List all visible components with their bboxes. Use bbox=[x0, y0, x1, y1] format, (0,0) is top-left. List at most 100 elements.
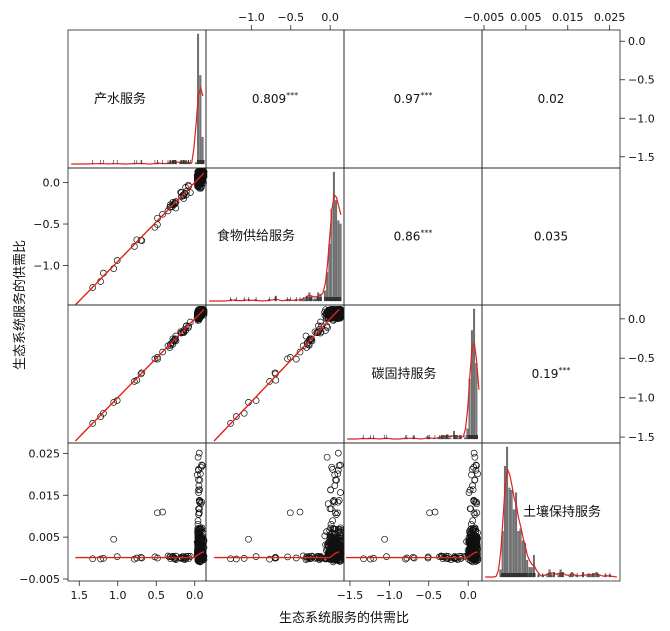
variable-label-1: 食物供给服务 bbox=[217, 228, 295, 244]
data-point bbox=[334, 470, 342, 478]
data-point bbox=[186, 189, 194, 196]
diagonal-panel-0 bbox=[71, 33, 205, 165]
histogram-bar bbox=[519, 528, 522, 578]
data-point bbox=[470, 538, 478, 545]
left-row1-tick-label: −1.0 bbox=[33, 260, 60, 273]
correlation-label-1-2: 0.86*** bbox=[394, 229, 433, 244]
data-point bbox=[307, 336, 314, 343]
panel-frame-2-0 bbox=[67, 304, 207, 444]
correlation-label-0-1: 0.809*** bbox=[252, 91, 298, 106]
data-point bbox=[466, 505, 474, 513]
data-point bbox=[170, 337, 178, 345]
data-point bbox=[195, 489, 202, 496]
data-point bbox=[195, 509, 203, 517]
data-point bbox=[232, 413, 240, 420]
data-point bbox=[327, 486, 334, 494]
data-point bbox=[326, 527, 334, 534]
histogram-bar bbox=[303, 299, 306, 302]
data-point bbox=[172, 552, 180, 560]
variable-label-2: 碳固持服务 bbox=[371, 366, 436, 382]
data-point bbox=[474, 556, 481, 564]
fit-line bbox=[74, 308, 205, 442]
data-point bbox=[456, 552, 463, 560]
data-point bbox=[334, 498, 342, 506]
histogram-bar bbox=[475, 363, 478, 440]
data-point bbox=[474, 470, 481, 478]
bottom-col0-tick-label: 0.0 bbox=[186, 589, 204, 602]
data-point bbox=[470, 509, 478, 517]
data-point bbox=[197, 555, 205, 563]
x-axis-title: 生态系统服务的供需比 bbox=[279, 610, 409, 626]
density-curve bbox=[347, 341, 480, 440]
data-point bbox=[465, 538, 472, 546]
density-curve bbox=[209, 193, 342, 302]
data-point bbox=[467, 530, 474, 538]
data-point bbox=[154, 354, 161, 361]
data-point bbox=[303, 340, 311, 348]
scatter-panel-2-0 bbox=[74, 306, 208, 442]
data-point bbox=[177, 328, 185, 336]
data-point bbox=[232, 555, 240, 563]
data-point bbox=[334, 449, 342, 457]
data-point bbox=[470, 449, 478, 457]
data-point bbox=[334, 547, 342, 554]
data-point bbox=[335, 462, 343, 469]
data-point bbox=[195, 466, 202, 473]
density-curve bbox=[485, 467, 617, 578]
data-point bbox=[381, 535, 388, 543]
bottom-col2-tick-label: 0.0 bbox=[459, 589, 477, 602]
data-point bbox=[159, 508, 166, 516]
histogram-bar bbox=[537, 574, 540, 578]
correlation-label-2-3: 0.19*** bbox=[532, 366, 571, 381]
data-point bbox=[195, 535, 202, 543]
histogram-bar bbox=[335, 200, 338, 302]
right-row0-tick-label: −0.5 bbox=[628, 74, 655, 87]
data-point bbox=[442, 552, 450, 560]
diagonal-panel-1 bbox=[209, 171, 342, 302]
data-point bbox=[167, 555, 174, 563]
data-point bbox=[465, 489, 473, 496]
histogram-bar bbox=[332, 171, 335, 302]
right-row2-tick-label: −0.5 bbox=[628, 352, 655, 365]
right-row2-tick-label: −1.5 bbox=[628, 431, 655, 444]
correlation-label-0-2: 0.97*** bbox=[394, 91, 433, 106]
scatter-panel-3-2 bbox=[346, 449, 481, 566]
diagonal-panel-2 bbox=[347, 308, 480, 440]
data-point bbox=[468, 466, 476, 473]
data-point bbox=[154, 509, 161, 517]
top-col3-tick-label: −0.005 bbox=[464, 11, 505, 24]
data-point bbox=[323, 453, 331, 461]
data-point bbox=[331, 509, 339, 517]
data-point bbox=[333, 511, 340, 518]
data-point bbox=[171, 336, 178, 343]
top-col3-tick-label: 0.015 bbox=[552, 11, 584, 24]
histogram-bar bbox=[444, 436, 447, 440]
data-point bbox=[329, 517, 336, 525]
data-point bbox=[97, 555, 104, 563]
data-point bbox=[195, 175, 203, 183]
data-point bbox=[326, 505, 334, 513]
data-point bbox=[181, 556, 188, 563]
data-point bbox=[331, 471, 339, 479]
histogram-bar bbox=[201, 136, 204, 165]
data-point bbox=[194, 453, 202, 461]
data-point bbox=[171, 199, 178, 207]
data-point bbox=[337, 524, 344, 532]
bottom-col2-tick-label: −0.5 bbox=[415, 589, 442, 602]
data-point bbox=[335, 552, 343, 560]
data-point bbox=[334, 509, 341, 517]
data-point bbox=[159, 348, 166, 356]
data-point bbox=[182, 322, 190, 330]
data-point bbox=[329, 551, 336, 559]
data-point bbox=[296, 348, 304, 356]
data-point bbox=[305, 337, 313, 345]
fit-line bbox=[74, 172, 205, 306]
data-point bbox=[196, 524, 204, 532]
right-row0-tick-label: −1.0 bbox=[628, 112, 655, 125]
histogram-bar bbox=[473, 308, 476, 440]
data-point bbox=[321, 532, 329, 540]
data-point bbox=[227, 420, 234, 427]
data-point bbox=[194, 538, 202, 546]
top-col3-tick-label: 0.005 bbox=[510, 11, 542, 24]
